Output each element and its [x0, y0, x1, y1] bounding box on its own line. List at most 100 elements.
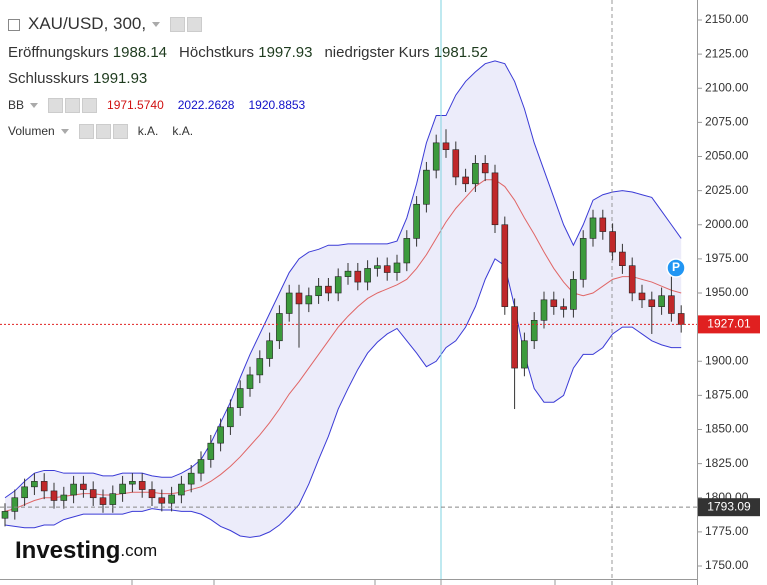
logo-main: Investing: [15, 537, 120, 564]
label: BB: [8, 98, 25, 112]
candle-body: [158, 497, 166, 504]
candle-body: [334, 276, 342, 294]
label: Eröffnungskurs: [8, 44, 109, 61]
y-tick-label: 1950.00: [705, 285, 749, 299]
candle-body: [129, 481, 136, 485]
candle-body: [570, 279, 577, 310]
logo: Investing.com: [15, 537, 157, 564]
candle-body: [344, 270, 352, 277]
candle-body: [276, 313, 283, 342]
dropdown[interactable]: [152, 22, 161, 28]
y-tick-label: 1875.00: [705, 388, 749, 402]
candle-body: [246, 374, 254, 389]
last-price-tag: [698, 315, 760, 334]
candle-body: [236, 388, 244, 408]
candle-body: [207, 442, 215, 460]
candle-body: [550, 299, 558, 307]
candle-body: [481, 163, 489, 174]
value: 1991.93: [93, 70, 148, 87]
candle-body: [217, 426, 224, 444]
candle-body: [354, 270, 362, 283]
header-symbol-row: XAU/USD, 300,: [8, 14, 204, 34]
candle-body: [60, 494, 68, 501]
label: Volumen: [8, 124, 55, 138]
label: Höchstkurs: [179, 44, 255, 61]
candle-body: [521, 340, 528, 369]
candle-body: [638, 292, 646, 301]
gear-icon[interactable]: [95, 124, 111, 140]
candle-body: [540, 299, 548, 321]
candle-body: [138, 481, 146, 490]
candle-body: [403, 238, 411, 264]
candle-body: [452, 149, 460, 178]
y-tick-label: 1775.00: [705, 524, 749, 538]
candle-body: [295, 292, 303, 305]
candle-body: [80, 483, 87, 490]
y-tick-label: 1975.00: [705, 251, 749, 265]
close-icon[interactable]: [112, 124, 128, 140]
eye-icon[interactable]: [170, 17, 186, 33]
label: niedrigster Kurs: [324, 44, 430, 61]
candle-body: [31, 481, 38, 488]
candle-body: [1, 511, 9, 519]
last-price-label: 1927.01: [707, 317, 751, 331]
candle-body: [89, 489, 97, 499]
ohlc-row: Eröffnungskurs 1988.14 Höchstkurs 1997.93…: [8, 44, 500, 61]
candle-body: [168, 494, 175, 504]
candle-body: [148, 489, 156, 499]
candle-body: [472, 163, 479, 185]
candle-body: [256, 358, 264, 376]
bb-upper-line: [4, 60, 682, 499]
candle-body: [21, 486, 28, 499]
band-fill: [5, 60, 682, 538]
crosshair-tag: [698, 498, 760, 517]
volume-value: k.A.: [172, 124, 194, 138]
value: 1981.52: [433, 44, 488, 61]
candle-body: [374, 265, 381, 269]
value: 1997.93: [258, 44, 313, 61]
candle-body: [619, 251, 626, 267]
logo-domain: .com: [120, 541, 157, 560]
y-tick-label: 2075.00: [705, 115, 749, 129]
eye-icon[interactable]: [48, 98, 64, 114]
candle-body: [442, 142, 450, 150]
bb-lower: 1920.8853: [248, 98, 306, 112]
bb-lower-line: [4, 258, 682, 538]
event-marker-label: P: [672, 260, 680, 274]
y-tick-label: 1850.00: [705, 422, 749, 436]
candle-body: [315, 285, 322, 297]
candle-body: [511, 306, 518, 369]
candle-body: [599, 217, 607, 232]
candle-body: [197, 459, 205, 474]
candle-body: [501, 224, 509, 307]
axis-bg: [697, 0, 767, 585]
volume-row: Volumen k.A. k.A.: [8, 124, 194, 140]
y-tick-label: 2100.00: [705, 80, 749, 94]
candle-body: [658, 295, 665, 307]
bb-row: BB 1971.5740 2022.2628 1920.8853: [8, 98, 306, 114]
candle-body: [432, 142, 440, 171]
candle-body: [187, 472, 195, 485]
gear-icon[interactable]: [187, 17, 203, 33]
candle-body: [560, 306, 567, 310]
candle-body: [178, 483, 185, 496]
candle-body: [227, 407, 234, 428]
gear-icon[interactable]: [65, 98, 81, 114]
y-tick-label: 2125.00: [705, 46, 749, 60]
eye-icon[interactable]: [78, 124, 94, 140]
dropdown[interactable]: [60, 129, 69, 135]
dropdown[interactable]: [30, 103, 39, 109]
close-icon[interactable]: [82, 98, 98, 114]
candle-body: [11, 497, 19, 512]
y-tick-label: 1900.00: [705, 353, 749, 367]
candle-body: [462, 176, 469, 185]
candle-body: [589, 217, 597, 239]
close-row: Schlusskurs 1991.93: [8, 70, 159, 87]
candle-body: [266, 340, 273, 359]
candle-body: [668, 295, 675, 314]
candle-body: [99, 497, 107, 505]
candle-body: [305, 295, 313, 305]
collapse-toggle[interactable]: [8, 18, 20, 31]
